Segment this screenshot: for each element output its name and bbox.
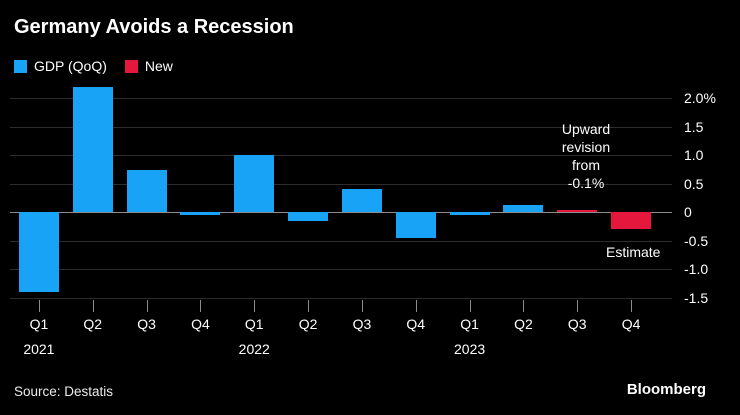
- x-axis-tick-label: Q1: [29, 316, 49, 332]
- zero-gridline: [10, 212, 672, 214]
- new-legend-label: New: [144, 58, 173, 74]
- y-axis-tick-label: -1.5: [684, 289, 709, 306]
- x-axis-tick: [469, 300, 471, 312]
- bar-q2-2023: [503, 205, 544, 213]
- x-axis-year-label: 2021: [23, 341, 55, 357]
- y-axis-tick-label: 1.5: [684, 118, 704, 135]
- x-axis-tick: [361, 300, 363, 312]
- legend: GDP (QoQ) New: [14, 58, 173, 74]
- y-axis-tick-label: 2.0%: [684, 90, 716, 107]
- x-axis-year-labels: 2021 2022 2023: [12, 341, 658, 361]
- bar-q3-2022: [341, 189, 382, 213]
- x-axis-tick-label: Q3: [137, 316, 156, 332]
- plot-area: [10, 84, 672, 312]
- y-axis-tick-label: 0.5: [684, 175, 704, 192]
- gridline: [10, 240, 672, 242]
- source-credit: Source: Destatis: [14, 384, 114, 399]
- x-axis-tick: [254, 300, 256, 312]
- y-axis-tick-label: 0: [684, 204, 692, 221]
- x-axis-tick-label: Q4: [191, 316, 210, 332]
- y-axis-tick-label: -1.0: [684, 261, 709, 278]
- gdp-legend-label: GDP (QoQ): [34, 58, 107, 74]
- x-axis-tick-label: Q1: [244, 316, 264, 332]
- x-axis-tick: [523, 300, 525, 312]
- x-axis-tick: [92, 300, 94, 312]
- x-axis-tick-label: Q1: [460, 316, 479, 332]
- bar-q1-2023: [449, 212, 490, 216]
- x-axis-tick-label: Q3: [567, 316, 587, 332]
- x-axis-tick-label: Q3: [352, 316, 372, 332]
- x-axis-tick: [577, 300, 579, 312]
- bar-q3-2023: [557, 209, 598, 213]
- bar-q4-2022: [395, 212, 436, 238]
- chart-title: Germany Avoids a Recession: [14, 16, 294, 38]
- bloomberg-logo: Bloomberg: [626, 381, 706, 398]
- gridline: [10, 297, 672, 299]
- bar-q2-2021: [72, 86, 113, 213]
- gridline: [10, 126, 672, 128]
- x-axis-tick: [631, 300, 633, 312]
- bar-q3-2021: [126, 169, 167, 213]
- x-axis-tick: [146, 300, 148, 312]
- y-axis-tick-label: -0.5: [684, 232, 709, 249]
- bar-q4-2021: [180, 212, 221, 216]
- bar-q1-2021: [18, 212, 59, 293]
- bar-q1-2022: [234, 155, 275, 213]
- new-legend-swatch: [124, 59, 138, 73]
- x-axis-tick: [415, 300, 417, 312]
- x-axis-year-label: 2022: [238, 341, 270, 357]
- x-axis-labels: Q1 Q2 Q3 Q4 Q1 Q2 Q3 Q4 Q1 Q2 Q3 Q4: [12, 316, 658, 336]
- x-axis-tick-label: Q4: [621, 316, 641, 332]
- y-axis-labels: 2.0% 1.5 1.0 0.5 0 -0.5 -1.0 -1.5: [684, 84, 740, 312]
- upward-revision-annotation: Upward revision from -0.1%: [561, 121, 611, 191]
- bar-q2-2022: [288, 212, 329, 221]
- gdp-legend-swatch: [14, 59, 27, 73]
- x-axis-tick: [38, 300, 40, 312]
- gridline: [10, 183, 672, 185]
- x-axis-tick-label: Q2: [298, 316, 318, 332]
- gridline: [10, 98, 672, 100]
- estimate-annotation: Estimate: [606, 244, 661, 260]
- x-axis-tick-label: Q2: [83, 316, 103, 332]
- legend-item-new: New: [124, 58, 173, 74]
- bar-q4-2023: [611, 212, 652, 230]
- legend-item-gdp: GDP (QoQ): [14, 58, 107, 74]
- x-axis-tick-label: Q4: [406, 316, 426, 332]
- gridline: [10, 269, 672, 271]
- x-axis-year-label: 2023: [454, 341, 486, 357]
- x-axis-tick-label: Q2: [514, 316, 533, 332]
- x-axis-tick: [200, 300, 202, 312]
- y-axis-tick-label: 1.0: [684, 147, 704, 164]
- x-axis-tick: [308, 300, 310, 312]
- gridline: [10, 155, 672, 157]
